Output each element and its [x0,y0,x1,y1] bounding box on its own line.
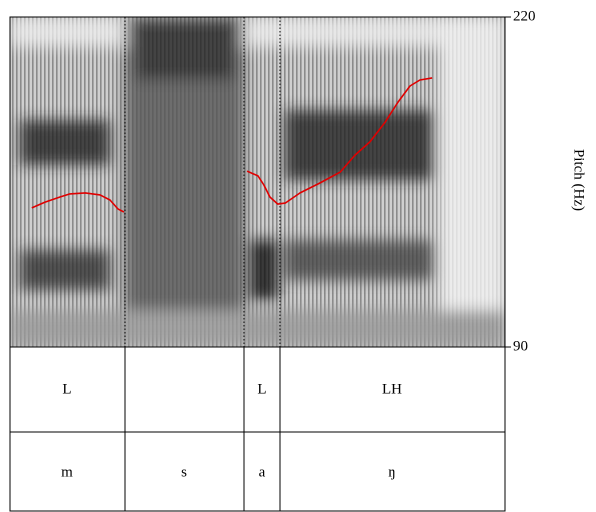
tier-label: LH [382,381,402,397]
tier-label: ŋ [388,464,395,480]
tier-label: L [257,381,266,397]
y2-axis-label: Pitch (Hz) [571,149,587,211]
tier-label: m [61,464,73,480]
tier-label: s [181,464,187,480]
y2-tick-label: 220 [513,8,536,24]
boundaries [124,17,281,347]
pitch-track [31,77,433,213]
tier-label: L [62,381,71,397]
tier-label: a [259,464,266,480]
tiers [9,346,506,512]
y2-tick-label: 90 [513,338,528,354]
spectrogram [10,17,505,347]
